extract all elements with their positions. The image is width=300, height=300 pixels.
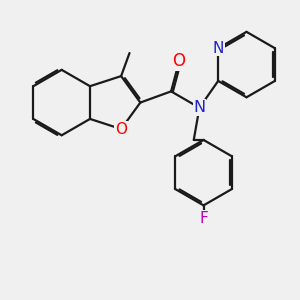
Text: O: O: [172, 52, 185, 70]
Text: N: N: [212, 41, 224, 56]
Text: O: O: [115, 122, 127, 136]
Text: N: N: [194, 100, 206, 115]
Text: F: F: [199, 211, 208, 226]
